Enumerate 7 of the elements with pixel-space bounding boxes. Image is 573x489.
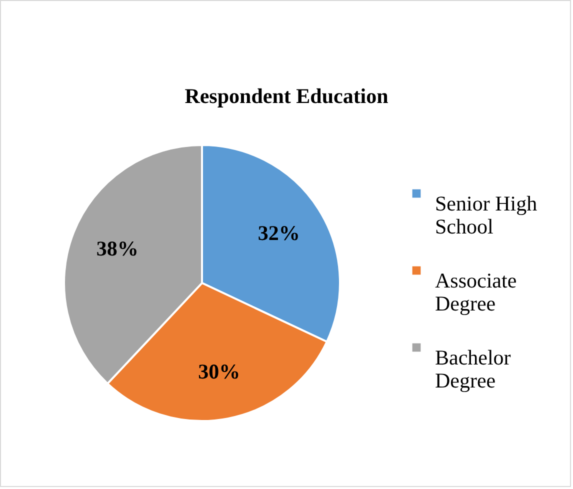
legend-label: Associate Degree	[435, 268, 517, 316]
legend-label: Bachelor Degree	[435, 346, 511, 392]
data-label: 32%	[258, 221, 300, 246]
data-label: 30%	[198, 359, 240, 384]
data-label: 38%	[96, 236, 138, 260]
legend-label: Senior High School	[435, 192, 538, 238]
chart-title: Respondent Education	[184, 84, 389, 108]
